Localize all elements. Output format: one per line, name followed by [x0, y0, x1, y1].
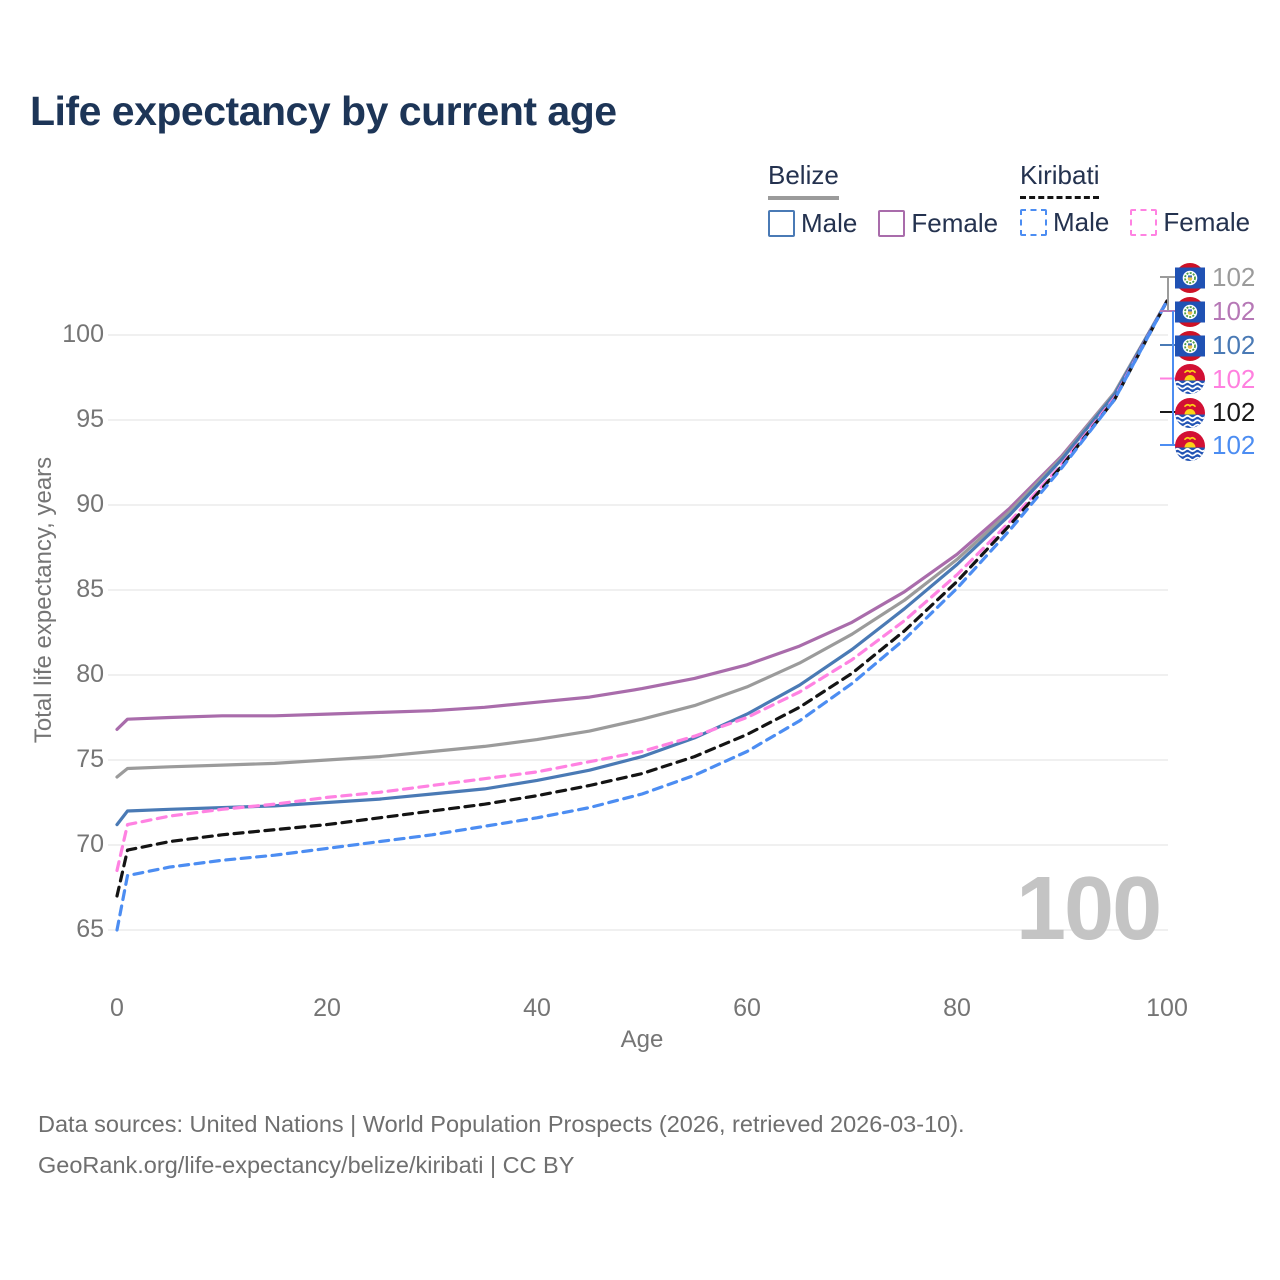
legend-kiribati-line-sample: Kiribati: [1020, 160, 1100, 199]
belize-flag-icon: [1175, 330, 1205, 361]
end-label-row: 102: [1175, 364, 1255, 395]
end-label-row: 102: [1175, 296, 1255, 327]
series-line-kiribati-female[interactable]: [115, 299, 1169, 873]
end-label-value: 102: [1212, 330, 1256, 360]
y-tick-label: 80: [76, 660, 104, 688]
legend-label-belize-female[interactable]: Female: [911, 208, 999, 238]
x-axis-title: Age: [620, 1026, 664, 1053]
legend-checkbox-kiribati-female[interactable]: [1130, 209, 1158, 236]
legend-belize-line-sample: Belize: [768, 160, 839, 200]
legend-checkbox-kiribati-male[interactable]: [1020, 209, 1047, 236]
age-counter-watermark: 100: [1016, 859, 1162, 959]
end-label-value: 102: [1212, 296, 1256, 326]
belize-flag-icon: [1175, 262, 1205, 293]
footer-attribution: GeoRank.org/life-expectancy/belize/kirib…: [38, 1152, 575, 1178]
legend-checkbox-belize-female[interactable]: [878, 210, 906, 237]
end-label-value: 102: [1212, 397, 1256, 427]
footer-data-sources: Data sources: United Nations | World Pop…: [38, 1111, 965, 1137]
y-tick-label: 85: [76, 575, 104, 603]
y-tick-label: 100: [62, 320, 104, 348]
series-line-kiribati-male[interactable]: [115, 299, 1169, 932]
legend-group-belize: Belize Male Female: [768, 160, 998, 239]
y-tick-label: 70: [76, 830, 104, 858]
belize-flag-icon: [1175, 296, 1205, 327]
kiribati-flag-icon: [1175, 364, 1205, 394]
end-label-value: 102: [1212, 262, 1256, 292]
x-tick-label: 60: [733, 994, 761, 1022]
end-label-row: 102: [1175, 430, 1255, 461]
series-line-belize-male[interactable]: [115, 299, 1169, 827]
x-tick-label: 20: [313, 994, 341, 1022]
y-tick-label: 75: [76, 745, 104, 773]
end-label-row: 102: [1175, 397, 1255, 428]
legend-checkbox-belize-male[interactable]: [768, 210, 795, 237]
legend-label-kiribati-male[interactable]: Male: [1053, 207, 1110, 237]
series-line-belize-all[interactable]: [115, 299, 1169, 779]
end-label-row: 102: [1175, 262, 1255, 293]
y-tick-label: 90: [76, 490, 104, 518]
legend-label-kiribati-female[interactable]: Female: [1163, 207, 1251, 237]
footer: Data sources: United Nations | World Pop…: [38, 1104, 965, 1186]
page-title: Life expectancy by current age: [30, 88, 617, 134]
end-label-value: 102: [1212, 363, 1256, 394]
x-tick-label: 40: [523, 994, 551, 1022]
end-label-value: 102: [1212, 430, 1256, 460]
x-tick-label: 100: [1146, 994, 1188, 1022]
end-label-row: 102: [1175, 330, 1255, 361]
x-tick-label: 80: [943, 994, 971, 1022]
legend-label-belize-male[interactable]: Male: [801, 208, 858, 238]
legend-group-kiribati: Kiribati Male Female: [1020, 160, 1250, 238]
x-tick-label: 0: [110, 994, 124, 1022]
kiribati-flag-icon: [1175, 430, 1205, 461]
kiribati-flag-icon: [1175, 397, 1205, 428]
series-line-belize-female[interactable]: [115, 299, 1169, 732]
y-tick-label: 65: [76, 915, 104, 943]
y-tick-label: 95: [76, 405, 104, 433]
series-line-kiribati-all[interactable]: [115, 299, 1169, 898]
